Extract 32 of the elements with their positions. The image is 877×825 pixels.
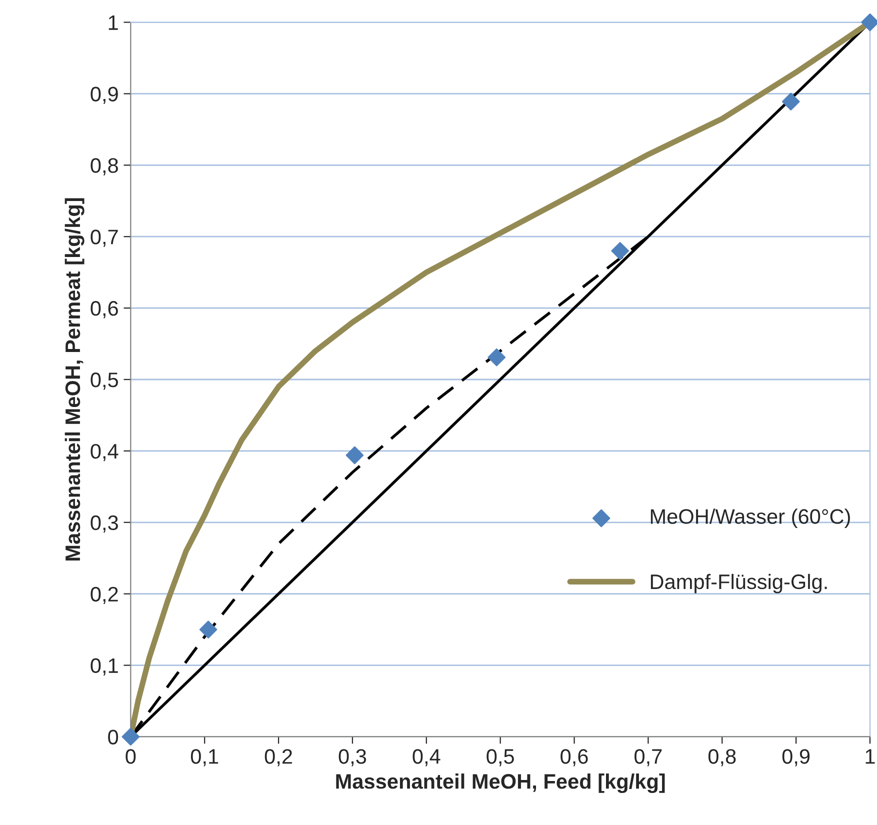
legend-label: Dampf-Flüssig-Glg. xyxy=(650,574,827,594)
y-tick-label: 0,7 xyxy=(90,230,118,247)
x-tick-label: 0,3 xyxy=(338,749,366,766)
x-tick-label: 0,1 xyxy=(190,749,218,766)
y-tick-label: 0,9 xyxy=(90,86,118,104)
y-tick-label: 0,5 xyxy=(90,372,118,390)
x-tick-label: 0,9 xyxy=(782,749,810,766)
x-axis-title: Massenanteil MeOH, Feed [kg/kg] xyxy=(336,774,665,794)
legend-label: MeOH/Wasser (60°C) xyxy=(650,508,850,528)
y-tick-label: 0,8 xyxy=(90,158,118,176)
y-axis-title: Massenanteil MeOH, Permeat [kg/kg] xyxy=(64,198,84,560)
point xyxy=(199,620,218,638)
y-tick-label: 0,3 xyxy=(90,515,118,533)
x-tick-label: 0 xyxy=(126,749,136,764)
x-tick-label: 0,6 xyxy=(560,749,588,766)
x-tick-label: 0,8 xyxy=(708,749,736,766)
point xyxy=(346,446,364,464)
y-tick-label: 0,2 xyxy=(90,586,118,604)
y-tick-label: 0,4 xyxy=(90,444,118,462)
x-tick-label: 0,7 xyxy=(634,749,662,766)
x-tick-label: 0,4 xyxy=(412,749,440,766)
point xyxy=(782,92,800,110)
y-tick-label: 0,1 xyxy=(90,658,118,676)
y-tick-label: 0 xyxy=(108,730,118,744)
y-tick-label: 1 xyxy=(108,15,118,30)
point xyxy=(488,348,506,366)
x-tick-label: 1 xyxy=(866,749,875,764)
point xyxy=(611,242,630,260)
y-tick-label: 0,6 xyxy=(90,301,118,318)
x-tick-label: 0,5 xyxy=(486,749,514,766)
point xyxy=(122,728,140,746)
x-tick-label: 0,2 xyxy=(264,749,292,766)
